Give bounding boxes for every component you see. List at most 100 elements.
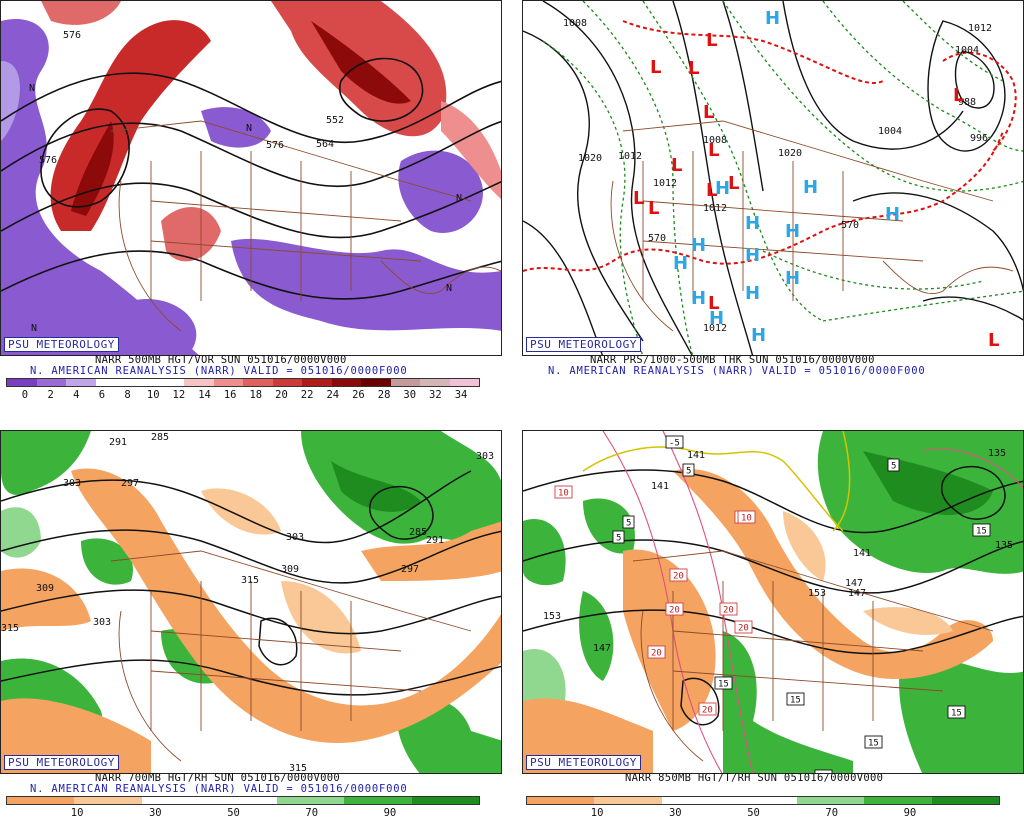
svg-text:10: 10: [558, 489, 569, 499]
temperature-box-label: 5: [612, 530, 625, 544]
svg-text:1012: 1012: [703, 203, 727, 214]
colorbar-tick-label: 24: [326, 389, 340, 401]
svg-text:20: 20: [673, 572, 684, 582]
colorbar-tick-label: 30: [668, 807, 682, 819]
map-labels-pressure: 1008 1012 1004 988 996 1004 1020 1012 10…: [563, 18, 992, 334]
svg-text:20: 20: [651, 649, 662, 659]
colorbar-segment: [7, 379, 37, 386]
high-pressure-h: H: [691, 235, 706, 256]
colorbar-segment: [154, 379, 184, 386]
high-pressure-h: H: [745, 245, 760, 266]
svg-text:15: 15: [790, 696, 801, 706]
svg-text:1020: 1020: [778, 148, 802, 159]
temperature-box-label: 20: [669, 568, 688, 582]
high-pressure-h: H: [803, 177, 818, 198]
colorbar-tick-label: 16: [223, 389, 237, 401]
svg-text:996: 996: [970, 133, 988, 144]
colorbar-segment: [411, 797, 479, 804]
caption-title: NARR 850MB HGT/T/RH SUN 051016/0000V000: [625, 772, 884, 784]
temperature-box-labels: -51055510202020202020151515151551510: [554, 435, 991, 773]
temperature-box-label: 5: [682, 463, 695, 477]
low-pressure-l: L: [728, 173, 739, 194]
temperature-box-label: 15: [972, 523, 991, 537]
low-pressure-l: L: [671, 155, 682, 176]
map-700mb-svg: 291 285 303 297 309 303 315 303 315 309 …: [1, 431, 501, 774]
colorbar-tick-label: 70: [305, 807, 319, 819]
temperature-box-label: 5: [887, 458, 900, 472]
map-500mb: 576 576 552 576 564 N N N N N PSU METEOR…: [0, 0, 502, 356]
colorbar-segment: [527, 797, 595, 804]
colorbar-tick-label: 50: [747, 807, 760, 819]
temperature-box-label: 20: [719, 602, 738, 616]
high-pressure-h: H: [885, 204, 900, 225]
svg-text:315: 315: [241, 575, 259, 586]
svg-text:20: 20: [738, 624, 749, 634]
colorbar-tick-label: 14: [198, 389, 211, 401]
rh-colorbar-850mb: [526, 796, 1000, 805]
temperature-box-label: -5: [665, 435, 684, 449]
colorbar-segment: [209, 797, 277, 804]
high-pressure-h: H: [709, 308, 724, 329]
temperature-box-label: 20: [698, 702, 717, 716]
colorbar-segment: [420, 379, 450, 386]
svg-text:141: 141: [651, 481, 669, 492]
high-pressure-h: H: [751, 325, 766, 346]
svg-text:5: 5: [626, 519, 631, 529]
temperature-box-label: 20: [734, 620, 753, 634]
colorbar-segment: [36, 379, 66, 386]
svg-text:5: 5: [616, 534, 621, 544]
svg-text:315: 315: [289, 763, 307, 774]
low-pressure-l: L: [706, 180, 717, 201]
temperature-box-label: 20: [647, 645, 666, 659]
high-pressure-h: H: [715, 178, 730, 199]
svg-text:5: 5: [686, 467, 691, 477]
colorbar-segment: [302, 379, 332, 386]
colorbar-segment: [125, 379, 155, 386]
colorbar-segment: [331, 379, 361, 386]
svg-text:285: 285: [409, 527, 427, 538]
colorbar-segment: [74, 797, 142, 804]
svg-text:N: N: [29, 83, 35, 94]
high-pressure-h: H: [745, 213, 760, 234]
svg-text:153: 153: [808, 588, 826, 599]
rh-colorbar-ticks-850mb: 10 30 50 70 90: [526, 807, 1000, 819]
svg-text:303: 303: [63, 478, 81, 489]
colorbar-segment: [864, 797, 932, 804]
low-pressure-l: L: [706, 30, 717, 51]
low-pressure-l: L: [953, 85, 964, 106]
svg-text:141: 141: [687, 450, 705, 461]
colorbar-segment: [361, 379, 391, 386]
colorbar-tick-label: 10: [590, 807, 604, 819]
colorbar-tick-label: 0: [21, 389, 29, 401]
high-pressure-h: H: [745, 283, 760, 304]
temperature-box-label: 5: [622, 515, 635, 529]
svg-text:10: 10: [741, 514, 752, 524]
svg-text:1012: 1012: [618, 151, 642, 162]
svg-text:20: 20: [702, 706, 713, 716]
caption-title: NARR PRS/1000-500MB THK SUN 051016/0000V…: [590, 354, 875, 366]
colorbar-tick-label: 50: [227, 807, 240, 819]
psu-badge: PSU METEOROLOGY: [4, 755, 119, 770]
low-pressure-l: L: [708, 140, 719, 161]
svg-text:15: 15: [951, 709, 962, 719]
map-850mb-svg: 135 141 147 153 147 141 135 153 147 141 …: [523, 431, 1023, 773]
colorbar-segment: [594, 797, 662, 804]
low-pressure-l: L: [633, 188, 644, 209]
temperature-box-label: 20: [665, 602, 684, 616]
colorbar-tick-label: 10: [70, 807, 84, 819]
colorbar-segment: [661, 797, 730, 804]
svg-text:309: 309: [36, 583, 54, 594]
svg-text:552: 552: [326, 115, 344, 126]
svg-text:309: 309: [281, 564, 299, 575]
map-pressure-svg: 1008 1012 1004 988 996 1004 1020 1012 10…: [523, 1, 1023, 355]
colorbar-tick-label: 22: [300, 389, 314, 401]
svg-text:15: 15: [976, 527, 987, 537]
svg-text:297: 297: [401, 564, 419, 575]
svg-text:576: 576: [266, 140, 284, 151]
svg-text:1012: 1012: [703, 323, 727, 334]
temperature-box-label: 15: [814, 769, 833, 773]
svg-text:303: 303: [93, 617, 111, 628]
svg-text:N: N: [446, 283, 452, 294]
colorbar-tick-label: 30: [403, 389, 417, 401]
